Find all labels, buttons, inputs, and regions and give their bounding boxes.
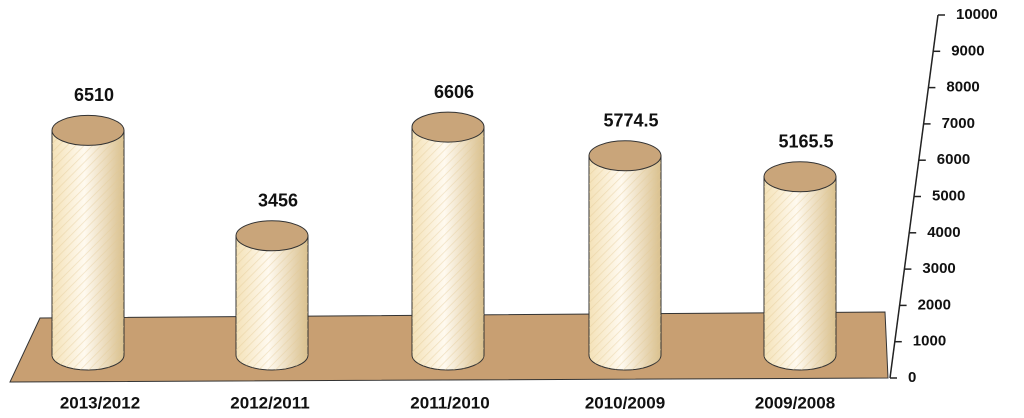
y-tick-label: 3000 bbox=[922, 260, 955, 277]
bar bbox=[51, 114, 125, 371]
x-tick-label: 2013/2012 bbox=[60, 393, 140, 412]
y-tick-label: 1000 bbox=[913, 333, 946, 350]
x-tick-label: 2012/2011 bbox=[230, 393, 309, 412]
cylinder-top bbox=[235, 220, 309, 252]
cylinder-hatch bbox=[412, 127, 484, 370]
y-tick-label: 5000 bbox=[932, 187, 965, 204]
x-tick-label: 2011/2010 bbox=[410, 393, 489, 412]
y-tick-label: 6000 bbox=[937, 151, 970, 168]
value-label: 5165.5 bbox=[778, 132, 833, 152]
value-label: 3456 bbox=[258, 191, 298, 211]
y-tick-label: 9000 bbox=[951, 42, 984, 59]
y-tick-label: 2000 bbox=[918, 296, 951, 313]
bar bbox=[235, 220, 309, 371]
cylinder-top bbox=[51, 114, 125, 146]
y-tick-label: 0 bbox=[908, 369, 916, 386]
bar bbox=[763, 161, 837, 371]
x-tick-label: 2010/2009 bbox=[585, 393, 665, 412]
bar bbox=[588, 140, 662, 371]
value-label: 6510 bbox=[74, 85, 114, 105]
cylinder-hatch bbox=[52, 130, 124, 370]
y-tick-label: 8000 bbox=[946, 79, 979, 96]
y-tick-label: 4000 bbox=[927, 224, 960, 241]
bar bbox=[411, 111, 485, 371]
y-tick-label: 10000 bbox=[956, 6, 998, 23]
cylinder-top bbox=[763, 161, 837, 193]
cylinder-hatch bbox=[764, 176, 836, 370]
x-tick-label: 2009/2008 bbox=[755, 393, 835, 412]
cylinder-top bbox=[411, 111, 485, 143]
value-label: 5774.5 bbox=[603, 111, 658, 131]
cylinder-hatch bbox=[236, 235, 308, 370]
value-label: 6606 bbox=[434, 82, 474, 102]
y-tick-label: 7000 bbox=[942, 115, 975, 132]
cylinder-top bbox=[588, 140, 662, 172]
cylinder-hatch bbox=[589, 155, 661, 370]
